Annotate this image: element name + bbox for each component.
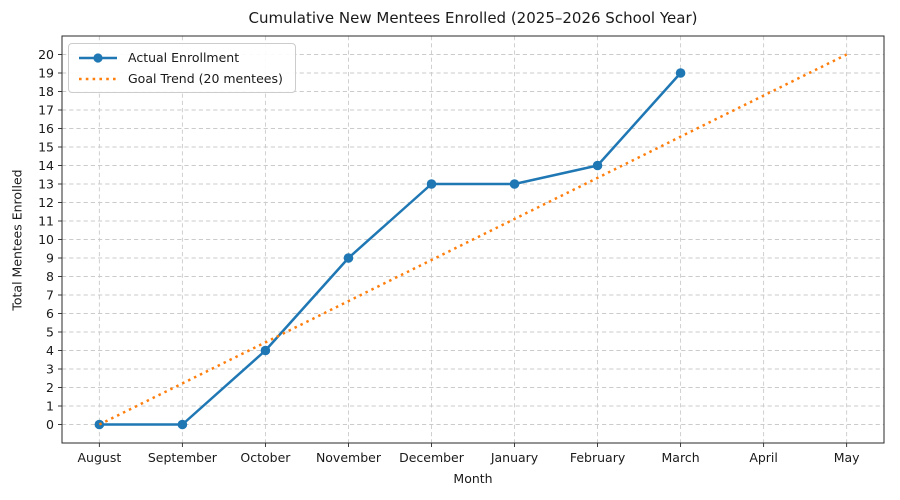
y-tick-label: 5 [46, 324, 54, 339]
x-tick-label: May [834, 450, 860, 465]
legend-item-actual-enrollment: Actual Enrollment [77, 50, 283, 65]
x-tick-label: August [77, 450, 121, 465]
data-point-marker [260, 345, 271, 356]
data-point-marker [509, 179, 520, 189]
legend-item-goal-trend: Goal Trend (20 mentees) [77, 71, 283, 86]
y-tick-label: 8 [46, 269, 54, 284]
data-point-marker [426, 179, 437, 189]
series-line-actual-enrollment [99, 72, 682, 426]
y-tick-label: 6 [46, 306, 54, 321]
y-tick-label: 2 [46, 380, 54, 395]
x-tick-label: October [240, 450, 291, 465]
y-tick-label: 0 [46, 417, 54, 432]
x-tick-label: March [662, 450, 700, 465]
y-tick-label: 1 [46, 398, 54, 413]
data-point-marker [94, 419, 105, 430]
y-tick-label: 9 [46, 250, 54, 265]
y-tick-label: 10 [38, 232, 54, 247]
series-line-goal-trend [98, 53, 848, 426]
y-tick-label: 14 [38, 158, 54, 173]
legend-label-goal-trend: Goal Trend (20 mentees) [128, 71, 283, 86]
y-tick-label: 19 [38, 65, 54, 80]
y-axis-label: Total Mentees Enrolled [9, 169, 25, 311]
data-point-marker [177, 419, 188, 430]
y-tick-label: 11 [38, 213, 54, 228]
x-tick-label: December [399, 450, 465, 465]
x-tick-label: January [490, 450, 539, 465]
legend-label-actual-enrollment: Actual Enrollment [128, 50, 240, 65]
data-point-marker [592, 160, 603, 171]
x-tick-label: September [148, 450, 218, 465]
y-tick-label: 16 [38, 121, 54, 136]
legend-swatch-dotted-line-icon [79, 77, 117, 80]
y-tick-label: 20 [38, 47, 54, 62]
legend: Actual Enrollment Goal Trend (20 mentees… [68, 43, 296, 93]
y-tick-label: 17 [38, 102, 54, 117]
y-tick-label: 18 [38, 84, 54, 99]
y-tick-label: 7 [46, 287, 54, 302]
x-axis-label: Month [453, 471, 493, 486]
data-point-marker [675, 68, 686, 78]
data-point-marker [343, 253, 354, 263]
chart-title: Cumulative New Mentees Enrolled (2025–20… [248, 9, 698, 27]
y-tick-label: 4 [46, 343, 54, 358]
y-tick-label: 15 [38, 139, 54, 154]
y-tick-label: 3 [46, 361, 54, 376]
legend-swatch-solid-line-with-marker-icon [79, 52, 117, 63]
x-tick-label: November [316, 450, 382, 465]
x-tick-label: February [570, 450, 626, 465]
y-tick-label: 13 [38, 176, 54, 191]
x-tick-label: April [749, 450, 778, 465]
y-tick-label: 12 [38, 195, 54, 210]
